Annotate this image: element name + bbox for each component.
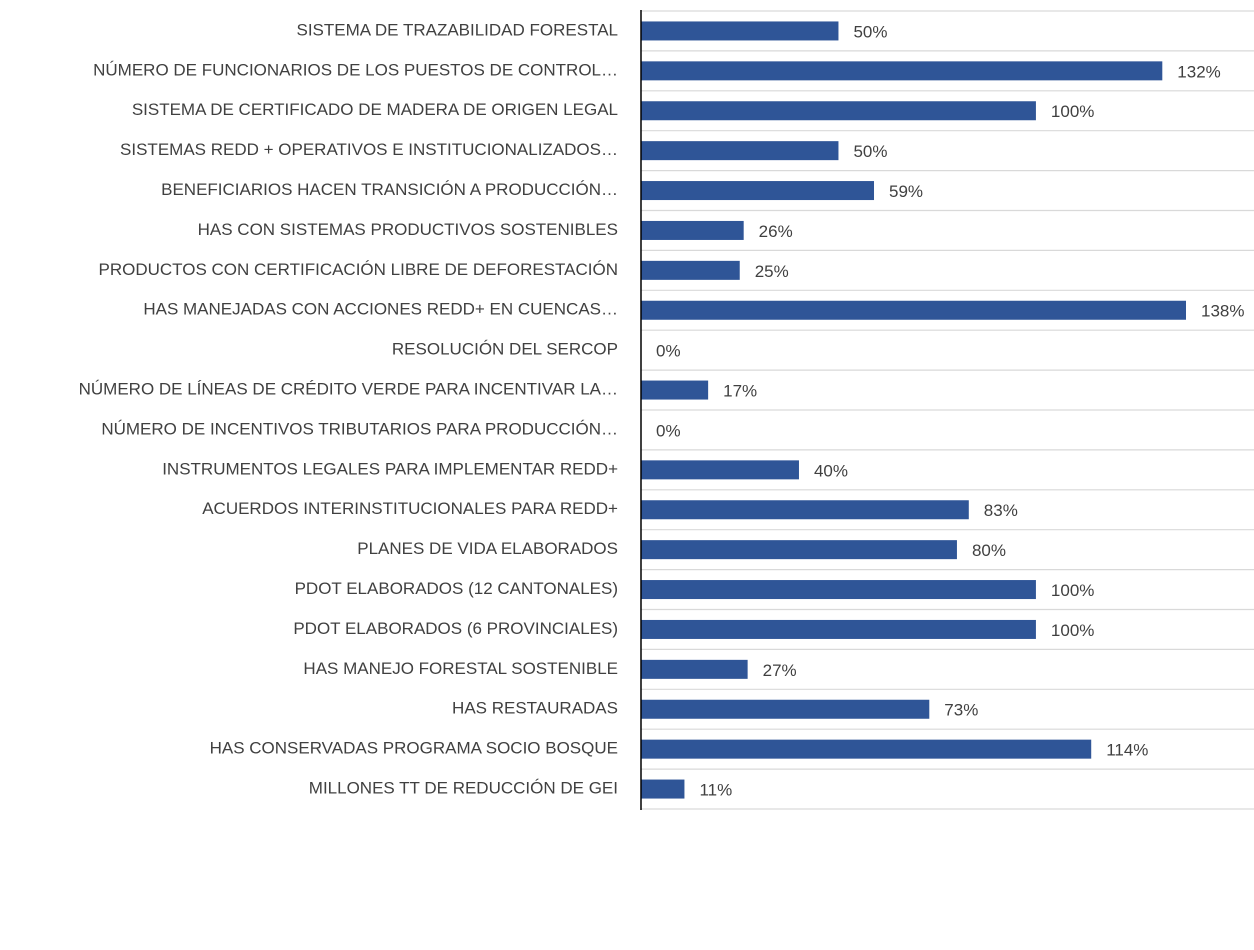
category-label: PLANES DE VIDA ELABORADOS — [357, 539, 618, 558]
bar — [641, 300, 1186, 320]
bar — [641, 380, 709, 400]
value-label: 11% — [699, 781, 732, 800]
bar — [641, 619, 1036, 639]
category-label: SISTEMAS REDD + OPERATIVOS E INSTITUCION… — [120, 140, 618, 159]
category-label: INSTRUMENTOS LEGALES PARA IMPLEMENTAR RE… — [162, 459, 618, 478]
category-label: NÚMERO DE FUNCIONARIOS DE LOS PUESTOS DE… — [93, 60, 618, 79]
value-label: 73% — [944, 701, 978, 720]
category-label: HAS RESTAURADAS — [452, 699, 618, 718]
category-label: NÚMERO DE INCENTIVOS TRIBUTARIOS PARA PR… — [101, 419, 618, 438]
bar — [641, 580, 1036, 600]
value-label: 138% — [1201, 302, 1244, 321]
value-label: 40% — [814, 461, 848, 480]
bar — [641, 21, 839, 41]
bar — [641, 779, 685, 799]
category-label: BENEFICIARIOS HACEN TRANSICIÓN A PRODUCC… — [161, 180, 618, 199]
value-label: 27% — [763, 661, 797, 680]
category-label: HAS MANEJADAS CON ACCIONES REDD+ EN CUEN… — [143, 300, 618, 319]
category-label: HAS MANEJO FORESTAL SOSTENIBLE — [303, 659, 618, 678]
bar — [641, 61, 1163, 81]
value-label: 17% — [723, 382, 757, 401]
bar — [641, 181, 875, 201]
bar — [641, 220, 744, 240]
bar — [641, 699, 930, 719]
category-label: PDOT ELABORADOS (12 CANTONALES) — [295, 579, 618, 598]
value-label: 0% — [656, 421, 681, 440]
category-label: PDOT ELABORADOS (6 PROVINCIALES) — [293, 619, 618, 638]
bar — [641, 141, 839, 161]
category-label: SISTEMA DE CERTIFICADO DE MADERA DE ORIG… — [132, 100, 618, 119]
category-label: MILLONES TT DE REDUCCIÓN DE GEI — [309, 779, 618, 798]
value-label: 132% — [1177, 62, 1220, 81]
value-label: 80% — [972, 541, 1006, 560]
value-label: 59% — [889, 182, 923, 201]
value-label: 100% — [1051, 621, 1094, 640]
bar — [641, 500, 969, 520]
category-label: SISTEMA DE TRAZABILIDAD FORESTAL — [297, 20, 619, 39]
value-label: 100% — [1051, 581, 1094, 600]
bar — [641, 540, 957, 560]
bar — [641, 659, 748, 679]
bar — [641, 260, 740, 280]
category-label: ACUERDOS INTERINSTITUCIONALES PARA REDD+ — [202, 499, 618, 518]
value-label: 50% — [853, 22, 887, 41]
value-label: 50% — [853, 142, 887, 161]
category-label: PRODUCTOS CON CERTIFICACIÓN LIBRE DE DEF… — [98, 260, 618, 279]
value-label: 100% — [1051, 102, 1094, 121]
category-label: NÚMERO DE LÍNEAS DE CRÉDITO VERDE PARA I… — [79, 380, 618, 399]
category-label: HAS CON SISTEMAS PRODUCTIVOS SOSTENIBLES — [198, 220, 618, 239]
value-label: 114% — [1106, 741, 1148, 760]
value-label: 25% — [755, 262, 789, 281]
category-label: RESOLUCIÓN DEL SERCOP — [392, 340, 618, 359]
bar — [641, 101, 1036, 121]
value-label: 26% — [759, 222, 793, 241]
value-label: 83% — [984, 501, 1018, 520]
bar — [641, 460, 799, 480]
value-label: 0% — [656, 342, 681, 361]
bar — [641, 739, 1092, 759]
category-label: HAS CONSERVADAS PROGRAMA SOCIO BOSQUE — [210, 739, 618, 758]
